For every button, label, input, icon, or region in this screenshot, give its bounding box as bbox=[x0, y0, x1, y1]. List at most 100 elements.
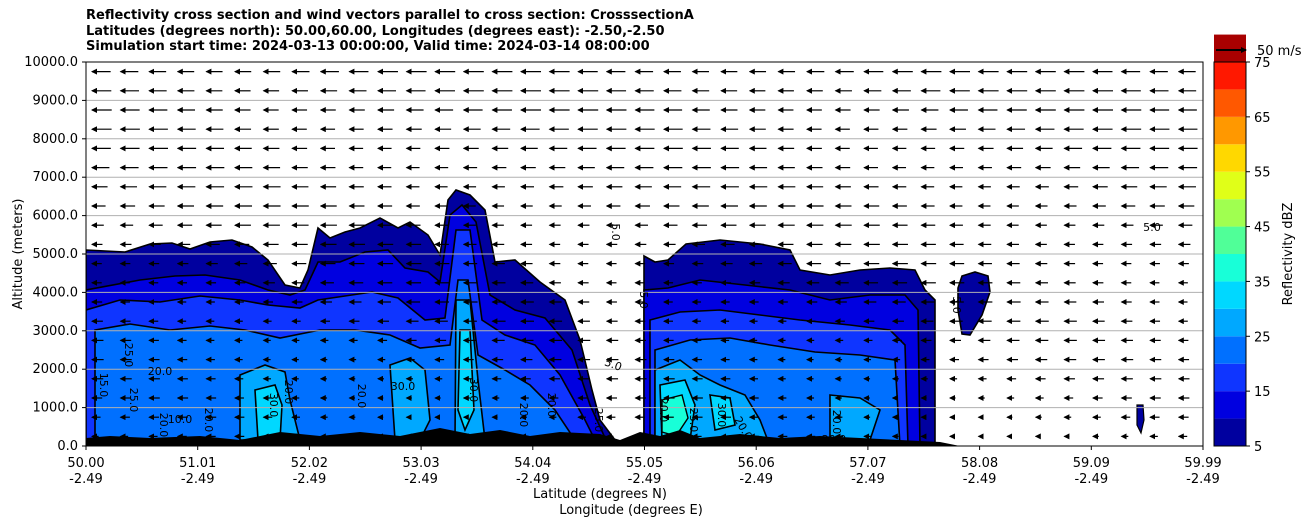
colorbar-segment bbox=[1214, 363, 1246, 392]
contour-label: 25.0 bbox=[592, 408, 605, 433]
y-axis-label: Altitude (meters) bbox=[11, 199, 26, 310]
chart-title: Reflectivity cross section and wind vect… bbox=[86, 8, 694, 55]
colorbar-segment bbox=[1214, 226, 1246, 254]
colorbar-segment bbox=[1214, 34, 1246, 62]
wind-vectors bbox=[91, 68, 1198, 440]
x-axis-label-lat: Latitude (degrees N) bbox=[533, 487, 667, 502]
x-tick-label-lat: 51.01 bbox=[179, 456, 216, 471]
colorbar-tick-label: 35 bbox=[1254, 275, 1271, 290]
y-tick-label: 9000.0 bbox=[33, 93, 79, 108]
colorbar-segment bbox=[1214, 62, 1246, 90]
colorbar-segment bbox=[1214, 254, 1246, 282]
contour-label: 25.0 bbox=[687, 408, 700, 433]
colorbar-tick-label: 55 bbox=[1254, 166, 1271, 181]
contour-label: 15.0 bbox=[97, 373, 110, 398]
x-tick-label-lon: -2.49 bbox=[516, 472, 550, 487]
contour-label: 20.0 bbox=[157, 413, 170, 438]
echo-35dbz bbox=[661, 394, 689, 437]
x-tick-label-lon: -2.49 bbox=[69, 472, 103, 487]
x-tick-label-lat: 56.06 bbox=[738, 456, 775, 471]
colorbar-tick-label: 75 bbox=[1254, 56, 1271, 71]
y-tick-label: 7000.0 bbox=[33, 170, 79, 185]
contour-label: 30.0 bbox=[267, 393, 280, 418]
echo-5dbz-cell bbox=[957, 271, 991, 336]
y-tick-label: 6000.0 bbox=[33, 209, 79, 224]
colorbar-segment bbox=[1214, 418, 1246, 446]
colorbar-segment bbox=[1214, 308, 1246, 337]
contour-label: 5.0 bbox=[950, 296, 963, 314]
colorbar-tick-label: 45 bbox=[1254, 221, 1271, 236]
x-tick-label-lat: 50.00 bbox=[67, 456, 104, 471]
x-axis: 50.00-2.4951.01-2.4952.02-2.4953.03-2.49… bbox=[67, 446, 1222, 487]
contour-label: 25.0 bbox=[127, 388, 140, 413]
contour-label: 20.0 bbox=[830, 410, 843, 435]
colorbar-segment bbox=[1214, 281, 1246, 309]
x-tick-label-lat: 57.07 bbox=[849, 456, 886, 471]
colorbar-segment bbox=[1214, 116, 1246, 145]
colorbar-frame bbox=[1213, 61, 1247, 447]
contour-label: 5.0 bbox=[637, 291, 650, 309]
y-tick-label: 4000.0 bbox=[33, 285, 79, 300]
y-axis: 0.0 1000.0 2000.0 3000.0 4000.0 5000.0 6000.0 7… bbox=[24, 55, 86, 454]
x-tick-label-lon: -2.49 bbox=[404, 472, 438, 487]
title-line-1: Reflectivity cross section and wind vect… bbox=[86, 8, 694, 23]
colorbar-segment bbox=[1214, 144, 1246, 172]
echo-30dbz bbox=[254, 329, 736, 441]
contour-label: 20.0 bbox=[202, 408, 215, 433]
x-tick-label-lon: -2.49 bbox=[1186, 472, 1220, 487]
x-axis-label-lon: Longitude (degrees E) bbox=[559, 503, 703, 518]
x-tick-label-lat: 58.08 bbox=[961, 456, 998, 471]
y-tick-label: 8000.0 bbox=[33, 132, 79, 147]
contour-label: 20.0 bbox=[657, 398, 670, 423]
x-tick-label-lon: -2.49 bbox=[1074, 472, 1108, 487]
contour-label: 20.0 bbox=[282, 380, 295, 405]
contour-label: 30.0 bbox=[715, 403, 728, 428]
contour-label: 20.0 bbox=[517, 403, 530, 428]
x-tick-label-lat: 54.04 bbox=[514, 456, 551, 471]
colorbar-tick-label: 15 bbox=[1254, 385, 1271, 400]
x-tick-label-lat: 53.03 bbox=[402, 456, 439, 471]
contour-label: 5.0 bbox=[603, 356, 624, 374]
contour-label: 5:0 bbox=[1143, 221, 1161, 234]
colorbar-segment bbox=[1214, 89, 1246, 117]
y-tick-label: 2000.0 bbox=[33, 362, 79, 377]
contour-label: 30.0 bbox=[391, 380, 416, 393]
colorbar-segment bbox=[1214, 336, 1246, 364]
contour-label: 10.0 bbox=[168, 413, 193, 426]
colorbar-segment bbox=[1214, 199, 1246, 227]
wind-reference-label: 50 m/s bbox=[1257, 44, 1302, 59]
x-tick-label-lon: -2.49 bbox=[851, 472, 885, 487]
colorbar-tick-label: 25 bbox=[1254, 330, 1271, 345]
x-tick-label-lon: -2.49 bbox=[181, 472, 215, 487]
y-tick-label: 0.0 bbox=[57, 439, 78, 454]
x-tick-label-lon: -2.49 bbox=[963, 472, 997, 487]
colorbar-tick-label: 5 bbox=[1254, 440, 1262, 455]
contour-label: 30.0 bbox=[467, 378, 480, 403]
x-tick-label-lat: 55.05 bbox=[626, 456, 663, 471]
contour-label: 20.0 bbox=[822, 433, 847, 446]
contour-label: 20.0 bbox=[148, 365, 173, 378]
x-tick-label-lon: -2.49 bbox=[739, 472, 773, 487]
y-tick-label: 10000.0 bbox=[24, 55, 78, 70]
x-tick-label-lat: 52.02 bbox=[291, 456, 328, 471]
colorbar: 5 15 25 35 45 55 65 75 bbox=[1213, 34, 1271, 455]
x-tick-label-lon: -2.49 bbox=[293, 472, 327, 487]
contour-label: 25.0 bbox=[122, 343, 135, 368]
contour-label: 20.0 bbox=[545, 393, 558, 418]
y-tick-label: 5000.0 bbox=[33, 247, 79, 262]
colorbar-segment bbox=[1214, 391, 1246, 419]
contour-label: 5.0 bbox=[609, 223, 622, 241]
x-tick-label-lat: 59.09 bbox=[1073, 456, 1110, 471]
colorbar-segment bbox=[1214, 171, 1246, 200]
contour-label: 20.0 bbox=[355, 384, 368, 409]
title-line-2: Latitudes (degrees north): 50.00,60.00, … bbox=[86, 23, 665, 39]
grid-lines bbox=[86, 99, 1203, 409]
y-tick-label: 3000.0 bbox=[33, 324, 79, 339]
x-tick-label-lat: 59.99 bbox=[1184, 456, 1221, 471]
echo-5dbz-small bbox=[1136, 404, 1145, 435]
colorbar-label: Reflectivity dBZ bbox=[1281, 203, 1296, 306]
y-tick-label: 1000.0 bbox=[33, 401, 79, 416]
title-line-3: Simulation start time: 2024-03-13 00:00:… bbox=[86, 39, 650, 54]
x-tick-label-lon: -2.49 bbox=[628, 472, 662, 487]
